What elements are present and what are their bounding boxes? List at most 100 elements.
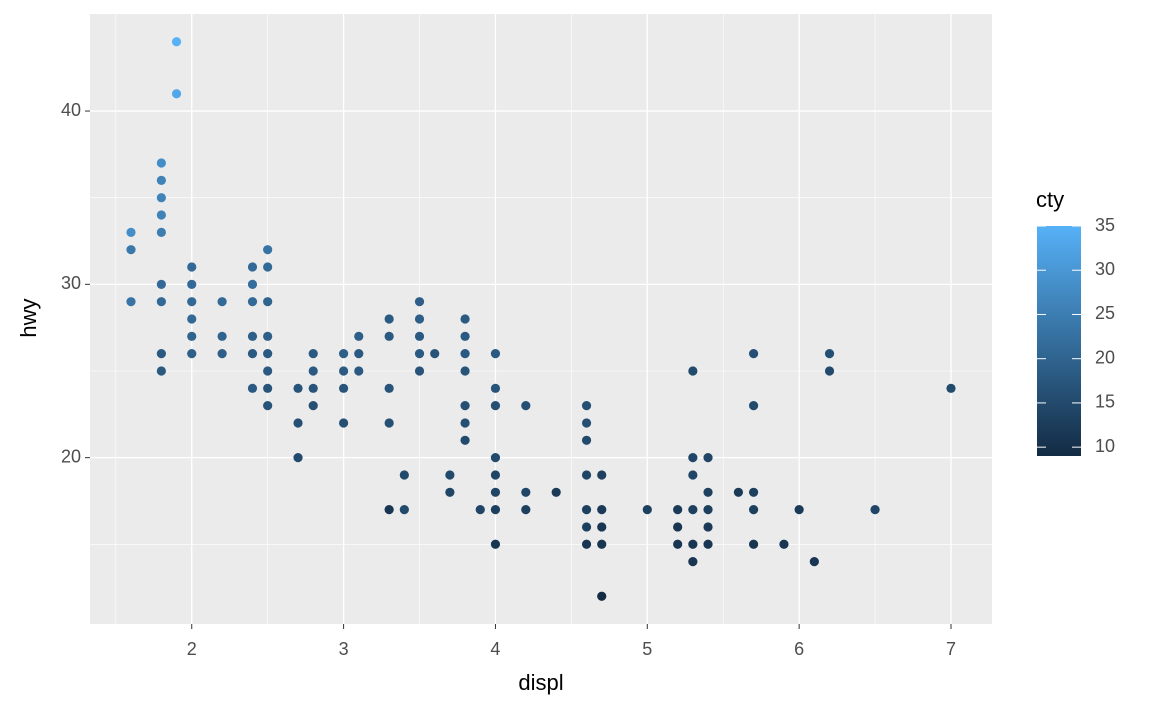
point [293,453,303,463]
x-axis-title: displ [518,670,563,695]
point [870,505,880,515]
point [247,349,258,359]
point [597,522,607,532]
point [187,279,197,289]
point [703,539,713,549]
point [460,314,470,324]
point [156,210,166,220]
point [460,349,470,359]
point [171,89,182,99]
point [490,349,501,359]
point [490,401,501,411]
x-tick-label: 6 [794,639,804,659]
colorbar [1037,226,1081,456]
point [247,297,258,307]
point [445,487,455,497]
point [688,470,698,480]
point [460,331,470,341]
point [308,366,318,376]
point [521,505,531,515]
point [156,193,166,203]
y-tick-label: 40 [61,100,81,120]
point [156,158,166,168]
point [217,297,227,307]
colorbar-label: 15 [1095,392,1115,412]
point [581,401,592,411]
point [354,349,364,359]
point [490,487,501,497]
point [263,262,273,272]
point [187,349,197,359]
point [263,383,273,393]
point [748,487,759,497]
point [490,505,501,515]
point [460,366,470,376]
point [384,314,394,324]
point [414,366,425,376]
point [490,383,501,393]
colorbar-label: 30 [1095,259,1115,279]
point [247,262,258,272]
point [156,297,166,307]
point [688,453,698,463]
point [247,331,258,341]
point [338,349,349,359]
point [521,401,531,411]
point [688,539,698,549]
colorbar-label: 25 [1095,303,1115,323]
point [673,505,683,515]
point [187,262,197,272]
point [126,227,136,237]
point [809,557,819,567]
point [946,383,956,393]
point [824,349,835,359]
point [263,297,273,307]
point [156,279,166,289]
point [581,539,592,549]
point [703,522,713,532]
point [217,349,227,359]
point [748,349,759,359]
point [551,487,561,497]
point [293,418,303,428]
point [263,245,273,255]
point [733,487,744,497]
point [156,366,166,376]
point [581,470,592,480]
point [414,314,425,324]
panel [90,14,992,624]
point [581,435,592,445]
point [187,314,197,324]
point [475,505,485,515]
point [597,591,607,601]
point [308,349,318,359]
point [490,539,501,549]
point [263,331,273,341]
point [354,331,364,341]
point [748,505,759,515]
point [399,505,409,515]
x-tick-label: 4 [490,639,500,659]
point [414,349,425,359]
point [460,418,470,428]
colorbar-label: 35 [1095,215,1115,235]
point [597,539,607,549]
point [445,470,455,480]
point [460,435,470,445]
x-tick-label: 5 [642,639,652,659]
point [688,505,698,515]
point [642,505,652,515]
point [703,505,713,515]
point [490,453,501,463]
point [126,245,136,255]
point [247,383,258,393]
colorbar-label: 20 [1095,347,1115,367]
point [171,37,182,47]
point [156,227,166,237]
y-axis-title: hwy [16,298,41,337]
point [247,279,258,289]
point [581,418,592,428]
point [748,539,759,549]
point [187,331,197,341]
point [673,522,683,532]
